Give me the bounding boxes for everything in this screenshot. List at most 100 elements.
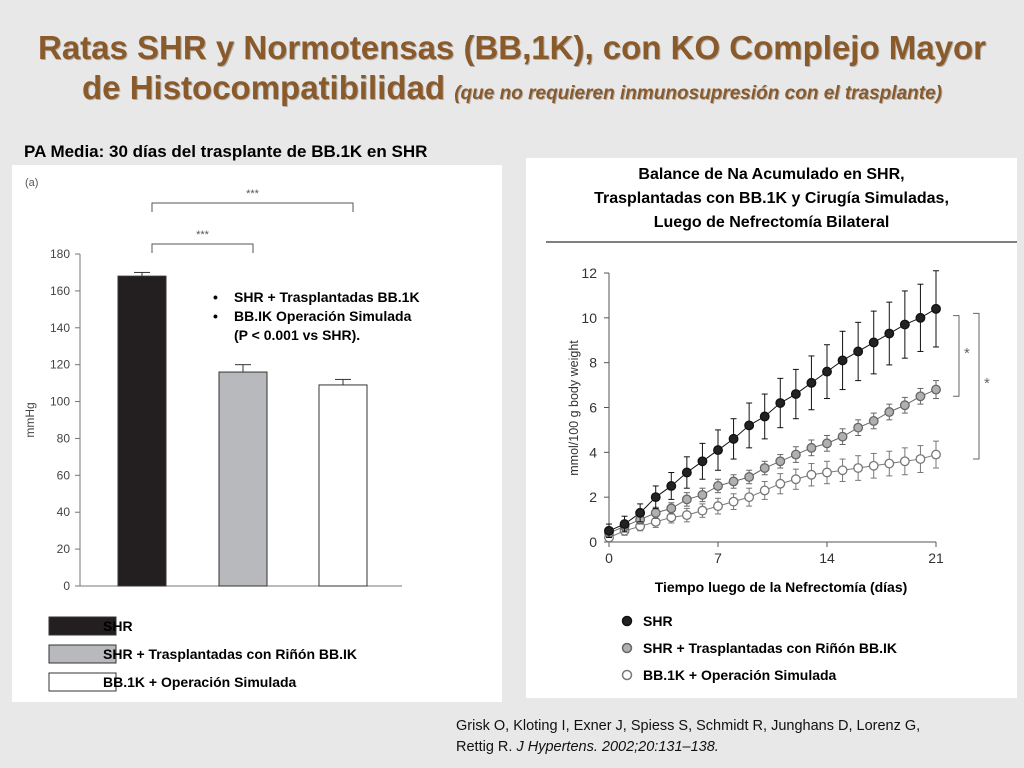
significance-marker: *** xyxy=(246,188,260,200)
y-tick-label: 6 xyxy=(589,400,597,416)
bar xyxy=(117,275,167,587)
data-point xyxy=(775,478,786,489)
x-tick-label: 0 xyxy=(605,550,613,566)
data-point xyxy=(884,328,895,339)
data-point xyxy=(822,467,832,478)
significance-bracket: *** xyxy=(151,229,254,253)
legend-swatch xyxy=(48,644,117,664)
legend-label: SHR + Trasplantadas con Riñón BB.IK xyxy=(643,640,897,656)
data-point xyxy=(790,474,801,485)
data-point xyxy=(728,476,739,487)
data-point xyxy=(868,416,879,426)
legend-label: SHR xyxy=(643,613,673,629)
bar-chart-panel: (a) 0 20 40 60 80 100 120 140 160 180 mmHg *** *** • SH… xyxy=(12,165,502,702)
annotation-bullet: • xyxy=(213,308,218,324)
data-point xyxy=(868,460,879,471)
y-tick-label: 12 xyxy=(581,265,597,281)
y-tick-label: 40 xyxy=(57,505,71,519)
y-tick-label: 180 xyxy=(50,247,70,261)
data-point xyxy=(635,507,646,518)
y-tick-label: 20 xyxy=(57,542,71,556)
x-tick-label: 14 xyxy=(819,550,835,566)
line-chart-title-line-3: Luego de Nefrectomía Bilateral xyxy=(653,214,890,231)
series xyxy=(604,440,941,543)
data-point xyxy=(775,398,786,408)
significance-marker: * xyxy=(964,345,970,362)
line-chart-title: Balance de Na Acumulado en SHR, Trasplan… xyxy=(526,163,1017,235)
panel-label: (a) xyxy=(25,177,38,189)
y-tick-label: 0 xyxy=(63,579,70,593)
data-point xyxy=(806,469,817,480)
citation: Grisk O, Kloting I, Exner J, Spiess S, S… xyxy=(456,716,1016,758)
data-point xyxy=(759,411,770,422)
data-point xyxy=(790,449,801,460)
data-point xyxy=(853,463,864,473)
data-point xyxy=(713,445,723,456)
y-tick-label: 0 xyxy=(589,534,597,550)
data-point xyxy=(884,407,895,417)
data-point xyxy=(884,458,895,469)
data-point xyxy=(650,492,661,503)
data-point xyxy=(650,507,661,518)
slide-title: Ratas SHR y Normotensas (BB,1K), con KO … xyxy=(0,28,1024,114)
legend-label: SHR xyxy=(103,618,133,634)
data-point xyxy=(775,456,786,467)
data-point xyxy=(744,420,755,431)
data-point xyxy=(915,454,926,465)
data-point xyxy=(931,449,941,460)
data-point xyxy=(853,346,864,357)
data-point xyxy=(728,496,739,507)
legend-label: BB.1K + Operación Simulada xyxy=(643,667,837,683)
line-chart-panel: Balance de Na Acumulado en SHR, Trasplan… xyxy=(526,158,1017,698)
series-line xyxy=(608,308,937,532)
data-point xyxy=(822,438,832,449)
data-point xyxy=(899,456,910,467)
y-tick-label: 10 xyxy=(581,310,597,326)
data-point xyxy=(697,489,708,500)
title-line-2: de Histocompatibilidad (que no requieren… xyxy=(0,68,1024,114)
y-tick-label: 100 xyxy=(50,395,70,409)
data-point xyxy=(619,519,630,530)
data-point xyxy=(868,337,879,348)
data-point xyxy=(806,442,817,453)
data-point xyxy=(837,355,848,366)
x-tick-label: 21 xyxy=(928,550,944,566)
data-point xyxy=(681,494,692,505)
data-point xyxy=(790,389,801,400)
left-chart-heading: PA Media: 30 días del trasplante de BB.1… xyxy=(24,142,428,161)
data-point xyxy=(728,433,739,444)
bar xyxy=(318,384,368,587)
y-tick-label: 160 xyxy=(50,284,70,298)
data-point xyxy=(822,366,832,377)
data-point xyxy=(697,456,708,467)
bar xyxy=(218,371,268,587)
citation-line-1: Grisk O, Kloting I, Exner J, Spiess S, S… xyxy=(456,718,921,734)
bracket-line xyxy=(151,243,254,253)
data-point xyxy=(759,463,770,473)
citation-authors-end: Rettig R. xyxy=(456,739,513,755)
data-point xyxy=(666,503,677,514)
line-chart-title-line-1: Balance de Na Acumulado en SHR, xyxy=(638,166,905,183)
data-point xyxy=(604,525,614,536)
title-line-1: Ratas SHR y Normotensas (BB,1K), con KO … xyxy=(37,29,986,66)
data-point xyxy=(837,465,848,476)
significance-marker: *** xyxy=(196,229,210,241)
citation-journal: J Hypertens. 2002;20:131–138. xyxy=(516,739,719,755)
data-point xyxy=(744,492,755,503)
series-line xyxy=(608,454,937,538)
data-point xyxy=(931,303,941,314)
legend-swatch xyxy=(48,616,117,636)
legend-label: SHR + Trasplantadas con Riñón BB.IK xyxy=(103,646,357,662)
series xyxy=(604,270,941,539)
data-point xyxy=(899,319,910,330)
data-point xyxy=(681,467,692,478)
data-point xyxy=(915,312,926,323)
data-point xyxy=(681,510,692,521)
significance-bracket: *** xyxy=(151,188,354,212)
annotation-line: SHR + Trasplantadas BB.1K xyxy=(234,289,420,305)
bracket-line xyxy=(953,315,960,397)
title-line-2-main: de Histocompatibilidad xyxy=(82,69,446,106)
legend-label: BB.1K + Operación Simulada xyxy=(103,674,297,690)
significance-bracket: * xyxy=(953,315,970,397)
data-point xyxy=(931,384,941,395)
